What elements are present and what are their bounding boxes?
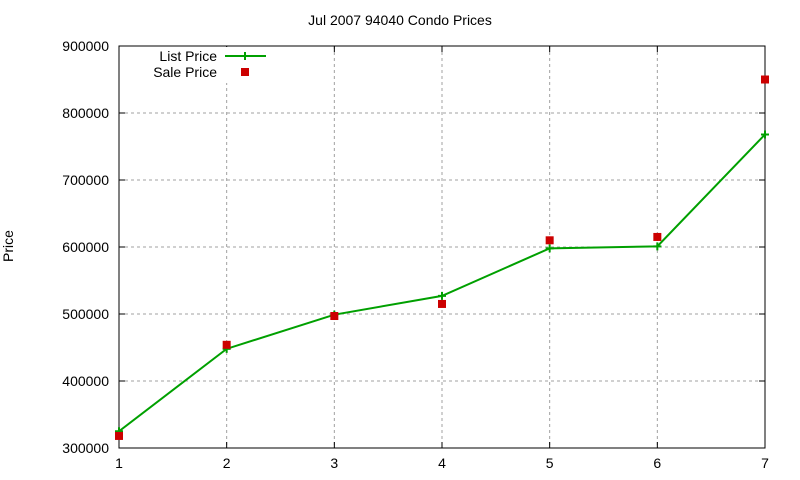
plus-marker <box>438 291 446 300</box>
plus-marker <box>545 244 554 253</box>
x-tick-label: 7 <box>761 455 769 471</box>
square-marker <box>241 68 249 76</box>
square-marker <box>222 340 231 349</box>
y-tick-label: 800000 <box>62 105 109 121</box>
grid-lines <box>119 46 765 448</box>
data-series <box>115 75 769 440</box>
x-tick-label: 4 <box>438 455 446 471</box>
x-tick-label: 6 <box>653 455 661 471</box>
plus-marker <box>241 52 249 60</box>
square-marker <box>330 312 339 321</box>
square-marker <box>438 299 446 308</box>
tick-labels: 300000 400000 500000 600000 700000 800000 9000… <box>62 38 769 471</box>
square-marker <box>115 431 123 440</box>
legend-label: Sale Price <box>153 64 217 80</box>
x-tick-label: 2 <box>223 455 231 471</box>
square-marker <box>761 75 769 84</box>
y-tick-label: 400000 <box>62 373 109 389</box>
square-marker <box>545 236 554 245</box>
chart-title: Jul 2007 94040 Condo Prices <box>308 12 492 28</box>
plus-marker <box>653 242 662 251</box>
x-tick-label: 5 <box>546 455 554 471</box>
plot-frame <box>118 45 766 449</box>
y-tick-label: 900000 <box>62 38 109 54</box>
y-tick-label: 300000 <box>62 440 109 456</box>
y-tick-label: 600000 <box>62 239 109 255</box>
y-tick-label: 700000 <box>62 172 109 188</box>
y-tick-label: 500000 <box>62 306 109 322</box>
x-tick-label: 1 <box>115 455 123 471</box>
x-tick-label: 3 <box>330 455 338 471</box>
legend-label: List Price <box>159 48 217 64</box>
plus-marker <box>761 130 769 139</box>
square-marker <box>653 232 662 241</box>
